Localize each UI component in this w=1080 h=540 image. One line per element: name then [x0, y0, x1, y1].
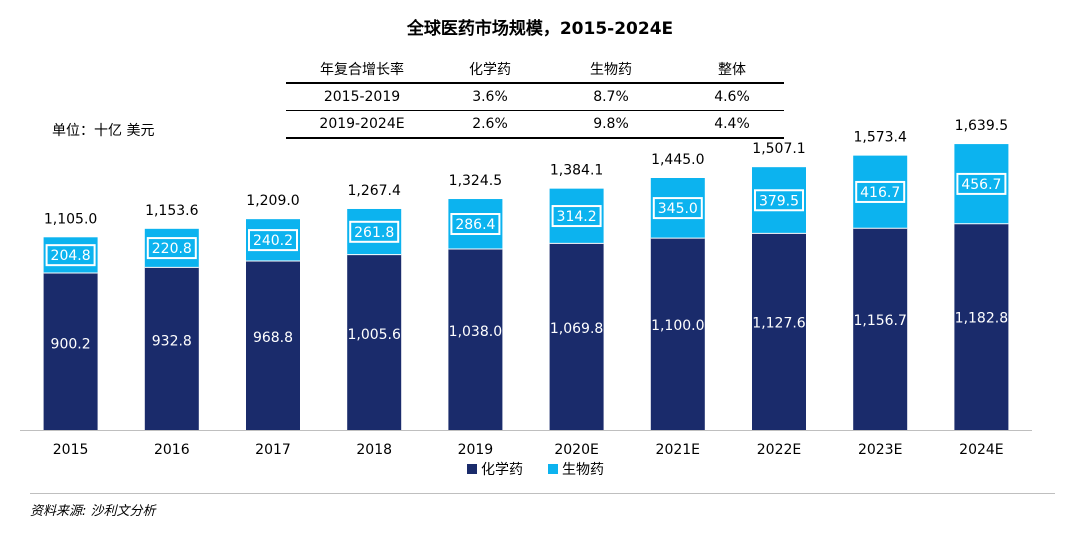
x-tick-label: 2015	[53, 442, 89, 458]
cagr-cell: 3.6%	[438, 83, 542, 111]
cagr-cell: 2.6%	[438, 110, 542, 139]
cagr-cell: 4.4%	[680, 110, 784, 139]
bar-segment-chemical	[549, 243, 604, 430]
data-label-total: 1,324.5	[449, 173, 502, 189]
bar-segment-chemical	[144, 267, 199, 430]
bar-segment-chemical	[752, 233, 806, 430]
value-label-fill	[351, 222, 398, 241]
cagr-header: 生物药	[542, 56, 680, 84]
data-label-total: 1,153.6	[145, 203, 199, 219]
data-label-chemical: 1,182.8	[955, 311, 1008, 327]
legend-label-biological: 生物药	[562, 462, 604, 478]
data-label-total: 1,105.0	[44, 211, 97, 227]
cagr-header: 化学药	[438, 56, 542, 84]
data-label-chemical: 968.8	[253, 330, 293, 346]
bar-segment-chemical	[650, 238, 705, 430]
x-tick-label: 2016	[154, 442, 190, 458]
value-label-fill	[756, 191, 802, 210]
x-tick-label: 2017	[255, 442, 291, 458]
legend-swatch-chemical	[467, 464, 477, 474]
bar-segment-chemical	[246, 261, 300, 430]
data-label-chemical: 900.2	[51, 336, 91, 352]
cagr-cell: 2015-2019	[286, 83, 438, 111]
bar-segment-chemical	[853, 228, 908, 430]
data-label-total: 1,639.5	[955, 118, 1008, 134]
bar-segment-chemical	[43, 273, 98, 430]
x-tick-label: 2021E	[656, 442, 700, 458]
bar-segment-chemical	[954, 223, 1009, 430]
value-label-fill	[47, 246, 94, 265]
data-label-total: 1,573.4	[853, 130, 907, 146]
cagr-header: 整体	[680, 56, 784, 84]
data-label-biological: 240.2	[253, 233, 293, 249]
cagr-table: 年复合增长率 化学药 生物药 整体 2015-2019 3.6% 8.7% 4.…	[286, 56, 784, 139]
unit-label: 单位：十亿 美元	[52, 123, 155, 139]
data-label-total: 1,507.1	[752, 141, 805, 157]
data-label-chemical: 1,156.7	[853, 313, 906, 329]
stacked-bar-chart: 204.8 900.2 1,105.0 2015 220.8 932.8 1,153.6 20…	[20, 118, 1032, 478]
data-label-biological: 204.8	[51, 248, 91, 264]
value-label-fill	[958, 174, 1005, 193]
divider	[30, 493, 1055, 494]
x-tick-label: 2020E	[554, 442, 598, 458]
data-label-chemical: 1,038.0	[449, 324, 502, 340]
data-label-chemical: 1,127.6	[752, 316, 806, 332]
cagr-row: 2015-2019 3.6% 8.7% 4.6%	[286, 83, 784, 111]
value-label-fill	[148, 239, 195, 258]
chart-title: 全球医药市场规模，2015-2024E	[406, 19, 674, 39]
data-label-total: 1,209.0	[246, 193, 299, 209]
cagr-cell: 8.7%	[542, 83, 680, 111]
x-tick-label: 2022E	[757, 442, 801, 458]
cagr-row: 2019-2024E 2.6% 9.8% 4.4%	[286, 110, 784, 139]
data-label-total: 1,445.0	[651, 152, 704, 168]
data-label-biological: 416.7	[860, 185, 900, 201]
data-label-chemical: 1,100.0	[651, 318, 704, 334]
data-label-biological: 220.8	[152, 241, 192, 257]
data-label-chemical: 1,005.6	[347, 327, 401, 343]
bar-segment-chemical	[347, 254, 402, 430]
data-label-total: 1,267.4	[347, 183, 401, 199]
x-tick-label: 2024E	[959, 442, 1003, 458]
value-label-fill	[452, 215, 499, 234]
cagr-cell: 4.6%	[680, 83, 784, 111]
cagr-cell: 2019-2024E	[286, 110, 438, 139]
source-note: 资料来源: 沙利文分析	[30, 504, 156, 519]
bar-segment-chemical	[448, 248, 503, 430]
data-label-chemical: 932.8	[152, 333, 192, 349]
value-label-fill	[250, 231, 296, 250]
data-label-total: 1,384.1	[550, 163, 603, 179]
legend-swatch-biological	[548, 464, 558, 474]
value-label-fill	[553, 207, 600, 226]
value-label-fill	[654, 199, 701, 218]
x-tick-label: 2018	[356, 442, 392, 458]
value-label-fill	[857, 182, 904, 201]
data-label-biological: 456.7	[961, 177, 1001, 193]
data-label-biological: 345.0	[658, 201, 698, 217]
legend-label-chemical: 化学药	[481, 462, 523, 478]
cagr-header-row: 年复合增长率 化学药 生物药 整体	[286, 56, 784, 84]
data-label-biological: 261.8	[354, 225, 394, 241]
cagr-header: 年复合增长率	[286, 56, 438, 84]
x-tick-label: 2019	[458, 442, 494, 458]
data-label-chemical: 1,069.8	[550, 321, 603, 337]
data-label-biological: 286.4	[455, 217, 495, 233]
x-tick-label: 2023E	[858, 442, 902, 458]
data-label-biological: 314.2	[557, 209, 597, 225]
data-label-biological: 379.5	[759, 193, 799, 209]
cagr-cell: 9.8%	[542, 110, 680, 139]
